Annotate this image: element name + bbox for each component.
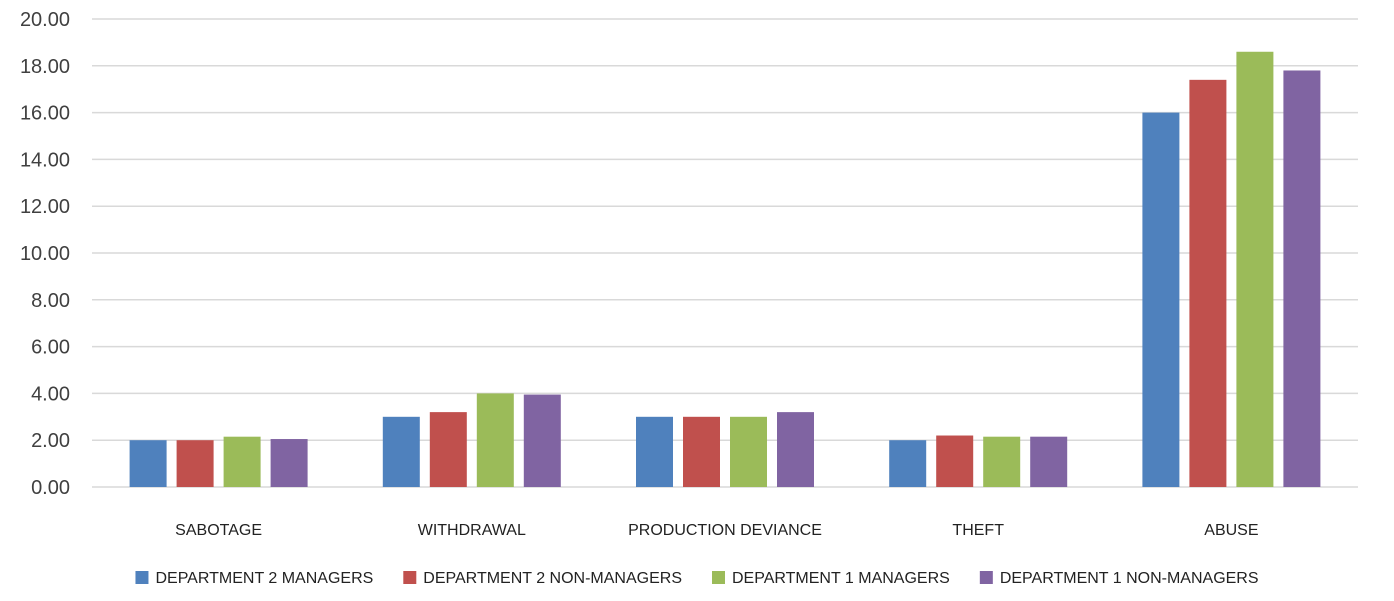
y-tick-label: 12.00 [20,196,70,218]
x-tick-label: WITHDRAWAL [418,522,526,539]
legend-label: DEPARTMENT 1 MANAGERS [732,570,950,587]
y-tick-label: 8.00 [31,290,70,312]
x-tick-label: ABUSE [1204,522,1258,539]
y-tick-label: 16.00 [20,103,70,125]
legend-item: DEPARTMENT 1 MANAGERS [712,570,950,587]
x-axis-ticks: SABOTAGE WITHDRAWAL PRODUCTION DEVIANCE THE… [175,522,1258,539]
bar [1030,436,1068,487]
legend-item: DEPARTMENT 2 MANAGERS [135,570,373,587]
y-tick-label: 2.00 [31,430,70,452]
bar [129,440,167,487]
bar [1236,51,1274,487]
y-tick-label: 4.00 [31,383,70,405]
y-axis-ticks: 0.00 2.00 4.00 6.00 8.00 10.00 12.00 14.00 16.00… [20,9,70,499]
y-tick-label: 0.00 [31,477,70,499]
y-tick-label: 18.00 [20,56,70,78]
legend-label: DEPARTMENT 1 NON-MANAGERS [1000,570,1259,587]
bar [176,440,214,487]
bar [683,416,720,487]
bar [730,416,767,487]
x-tick-label: THEFT [952,522,1004,539]
bar [936,435,974,487]
bar [523,394,561,487]
bar [1189,79,1227,487]
bar [476,393,514,487]
y-tick-label: 20.00 [20,9,70,31]
bar [270,439,308,487]
bars [129,51,1321,487]
legend-label: DEPARTMENT 2 MANAGERS [155,570,373,587]
legend-swatch [712,571,725,584]
legend-swatch [135,571,149,584]
legend-swatch [979,571,993,584]
bar [1283,70,1321,487]
bar [382,416,420,487]
legend-item: DEPARTMENT 2 NON-MANAGERS [403,570,682,587]
bar [636,416,673,487]
legend-swatch [403,571,417,584]
bar [1142,112,1180,487]
bar [777,412,814,487]
y-tick-label: 6.00 [31,337,70,359]
x-tick-label: SABOTAGE [175,522,262,539]
bar [983,436,1021,487]
legend-label: DEPARTMENT 2 NON-MANAGERS [423,570,682,587]
x-tick-label: PRODUCTION DEVIANCE [628,522,822,539]
y-tick-label: 10.00 [20,243,70,265]
bar [889,440,927,487]
legend-item: DEPARTMENT 1 NON-MANAGERS [979,570,1259,587]
bar [429,412,467,487]
bar [223,436,261,487]
y-tick-label: 14.00 [20,149,70,171]
legend: DEPARTMENT 2 MANAGERS DEPARTMENT 2 NON-MA… [135,570,1259,587]
